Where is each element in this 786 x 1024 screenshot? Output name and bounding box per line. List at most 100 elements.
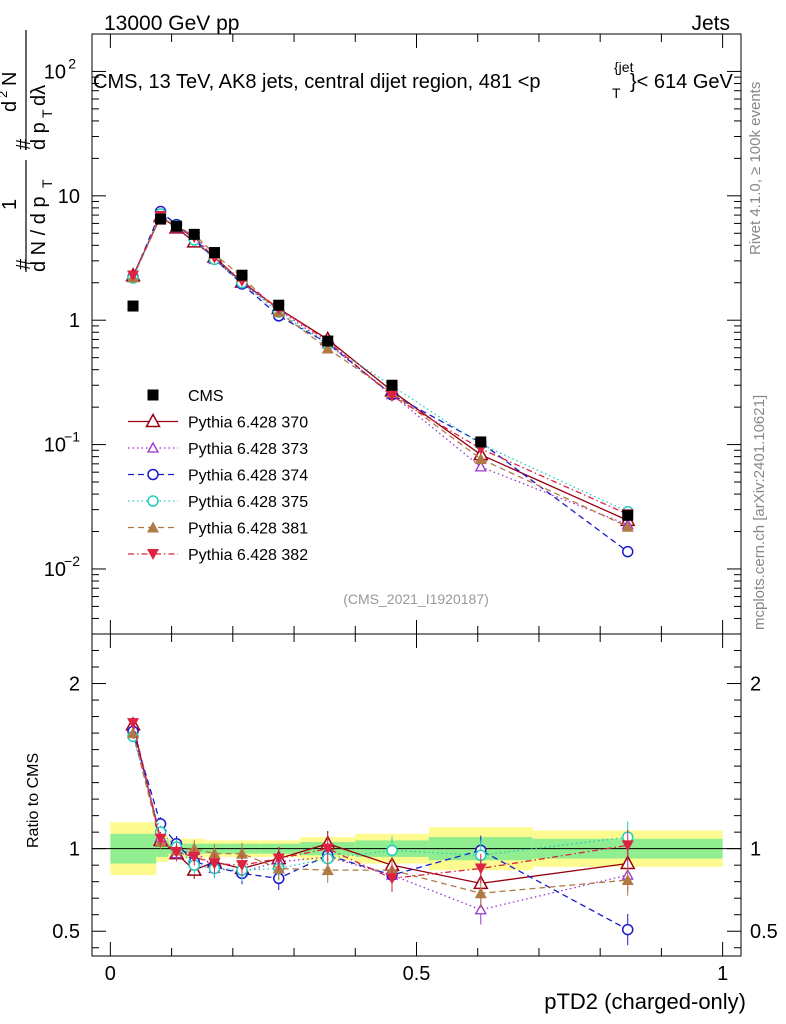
- ratio-point: [127, 718, 140, 730]
- series-point: [474, 452, 487, 464]
- ratio-tick-label-right: 0.5: [750, 921, 778, 943]
- ratio-point: [170, 846, 183, 858]
- ratio-point: [154, 833, 167, 845]
- ratio-point: [208, 858, 221, 870]
- rivet-label: Rivet 4.1.0, ≥ 100k events: [747, 82, 764, 255]
- main-y-axis-label: # 1 d N / d p T # d 2 N d p T dλ: [0, 30, 55, 272]
- y-tick-label: 1: [69, 310, 80, 332]
- legend-label-3: Pythia 6.428 375: [188, 494, 308, 511]
- series-point: [621, 520, 634, 532]
- series-point: [474, 460, 487, 472]
- legend-marker-0: [145, 412, 161, 428]
- x-tick-label: 0.5: [403, 963, 431, 985]
- legend-marker-3: [147, 495, 159, 507]
- title-tail: }< 614 GeV: [630, 71, 734, 93]
- svg-text:2: 2: [0, 91, 10, 98]
- y-tick-label: 10: [44, 559, 66, 581]
- series-point: [621, 545, 634, 558]
- main-panel-content: [125, 205, 636, 558]
- svg-text:d: d: [0, 101, 21, 112]
- ratio-y-label: Ratio to CMS: [25, 753, 42, 848]
- legend-marker-2: [147, 468, 159, 481]
- ratio-line-2: [132, 731, 629, 931]
- ratio-tick-label: 1: [69, 839, 80, 861]
- cms-point: [155, 213, 167, 225]
- legend-marker-5: [147, 549, 159, 560]
- ratio-line-4: [132, 732, 628, 894]
- ratio-tick-label: 2: [69, 674, 80, 696]
- cms-point: [236, 269, 248, 281]
- cms-point: [127, 300, 139, 312]
- y-tick-exponent: −2: [64, 553, 80, 569]
- legend-label-1: Pythia 6.428 373: [188, 441, 308, 458]
- mcplots-label: mcplots.cern.ch [arXiv:2401.10621]: [751, 395, 768, 630]
- ratio-tick-label: 0.5: [52, 921, 80, 943]
- y-tick-exponent: −1: [64, 429, 80, 445]
- ratio-point: [474, 887, 487, 899]
- ratio-point: [621, 840, 634, 852]
- ratio-point: [208, 847, 221, 859]
- legend-label-4: Pythia 6.428 381: [188, 521, 308, 538]
- cms-point: [208, 247, 220, 259]
- series-line-5: [132, 214, 628, 515]
- chart-title: CMS, 13 TeV, AK8 jets, central dijet reg…: [93, 59, 734, 101]
- legend-marker-cms: [147, 389, 159, 401]
- title-sub: T: [612, 85, 621, 101]
- y-tick-label: 10: [44, 435, 66, 457]
- ratio-line-1: [132, 732, 628, 911]
- legend-marker-4: [147, 521, 159, 533]
- ratio-point: [321, 843, 334, 855]
- cms-point: [386, 379, 398, 391]
- ratio-point: [272, 853, 285, 865]
- legend-label-cms: CMS: [188, 388, 224, 405]
- ratio-tick-label-right: 2: [750, 674, 761, 696]
- svg-text:N: N: [0, 72, 21, 86]
- ratio-point: [621, 923, 634, 936]
- svg-text:#: #: [13, 258, 35, 270]
- ratio-point: [188, 851, 201, 863]
- header-right: Jets: [691, 12, 730, 35]
- cms-point: [475, 436, 487, 448]
- cms-point: [188, 228, 200, 240]
- ratio-point: [474, 903, 487, 915]
- svg-text:#: #: [13, 138, 35, 150]
- legend-marker-1: [146, 441, 160, 453]
- svg-text:T: T: [39, 179, 55, 188]
- cms-point: [273, 299, 285, 311]
- ratio-tick-label-right: 1: [750, 839, 761, 861]
- y-tick-exponent: 2: [68, 55, 76, 71]
- title-main: CMS, 13 TeV, AK8 jets, central dijet reg…: [93, 71, 541, 93]
- ratio-point: [236, 860, 249, 872]
- ratio-point: [386, 873, 399, 885]
- legend-label-2: Pythia 6.428 374: [188, 468, 308, 485]
- ratio-point: [621, 874, 634, 886]
- legend-label-0: Pythia 6.428 370: [188, 415, 308, 432]
- series-point: [321, 342, 334, 354]
- watermark: (CMS_2021_I1920187): [343, 591, 489, 607]
- ratio-panel-content: [125, 716, 636, 946]
- header-left: 13000 GeV pp: [104, 12, 239, 35]
- svg-text:d N / d p: d N / d p: [28, 196, 50, 272]
- svg-text:1: 1: [0, 199, 21, 210]
- ratio-point: [188, 842, 201, 854]
- main-panel-frame: [91, 33, 742, 635]
- ratio-point: [474, 863, 487, 875]
- svg-text:CMS, 13 TeV, AK8 jets, central: CMS, 13 TeV, AK8 jets, central dijet reg…: [93, 71, 541, 93]
- y-tick-label: 10: [58, 186, 80, 208]
- legend-label-5: Pythia 6.428 382: [188, 547, 308, 564]
- cms-point: [322, 335, 334, 347]
- x-axis-label: pTD2 (charged-only): [544, 989, 746, 1014]
- ratio-point: [386, 844, 398, 857]
- title-sup: {jet: [614, 59, 634, 75]
- cms-point: [622, 509, 634, 521]
- x-tick-label: 1: [717, 963, 728, 985]
- svg-text:dλ: dλ: [28, 85, 50, 106]
- svg-text:d p: d p: [28, 122, 50, 150]
- ratio-point: [127, 727, 140, 739]
- svg-text:T: T: [39, 109, 55, 118]
- cms-point: [170, 220, 182, 232]
- series-line-4: [132, 216, 629, 528]
- series-point: [127, 270, 140, 282]
